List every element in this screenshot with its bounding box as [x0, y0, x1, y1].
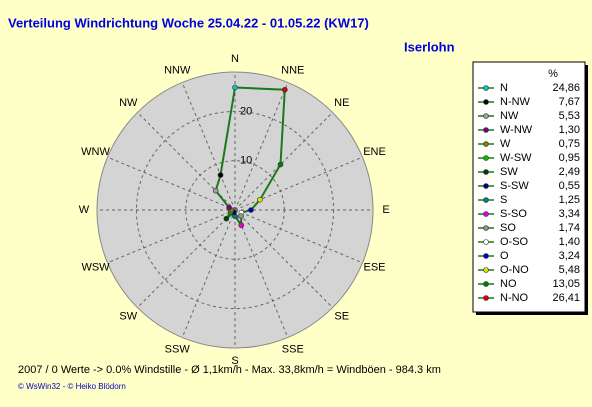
- legend-marker: [483, 85, 489, 91]
- point: [238, 213, 244, 219]
- point: [257, 196, 263, 203]
- legend-label: W-NW: [500, 124, 533, 136]
- axis-label: S: [231, 355, 238, 367]
- legend-label: W-SW: [500, 152, 532, 164]
- chart-subtitle: Iserlohn: [404, 39, 455, 54]
- point: [217, 172, 224, 178]
- chart-title: Verteilung Windrichtung Woche 25.04.22 -…: [8, 15, 369, 30]
- point: [226, 204, 232, 211]
- legend-label: O: [500, 250, 509, 262]
- point: [212, 187, 219, 194]
- axis-label: SSW: [165, 343, 191, 355]
- legend-value: 1,30: [559, 124, 580, 136]
- legend-value: 5,48: [559, 264, 580, 276]
- legend-value: 3,34: [559, 208, 580, 220]
- legend-value: 2,49: [559, 166, 580, 178]
- legend-label: NO: [500, 278, 517, 290]
- legend-label: NW: [500, 110, 519, 122]
- legend-marker: [483, 155, 489, 161]
- point: [277, 161, 284, 168]
- legend-value: 26,41: [552, 292, 580, 304]
- tick-label: 10: [240, 155, 252, 167]
- axis-label: SW: [119, 311, 137, 323]
- legend-marker: [483, 99, 489, 105]
- axis-label: E: [382, 204, 389, 216]
- spoke: [181, 209, 236, 338]
- credit: © WsWin32 - © Heiko Blödorn: [18, 382, 126, 391]
- legend-value: 0,75: [559, 138, 580, 150]
- legend-label: S: [500, 194, 507, 206]
- spoke: [234, 82, 289, 211]
- axis-label: W: [79, 204, 90, 216]
- spoke: [137, 112, 236, 211]
- axis-label: NE: [334, 97, 349, 109]
- spoke: [234, 209, 333, 308]
- legend-marker: [483, 141, 489, 147]
- point: [282, 86, 288, 93]
- legend-label: N-NO: [500, 292, 529, 304]
- legend-value: 0,55: [559, 180, 580, 192]
- legend-marker: [483, 281, 489, 287]
- legend-value: 1,74: [559, 222, 580, 234]
- axis-label: NNE: [281, 64, 304, 76]
- legend-label: SW: [500, 166, 518, 178]
- legend-marker: [483, 183, 489, 189]
- point: [238, 222, 245, 229]
- axis-label: WSW: [81, 262, 110, 274]
- axis-label: ESE: [363, 262, 385, 274]
- legend-label: N: [500, 82, 508, 94]
- axis-label: NW: [119, 97, 138, 109]
- legend-marker: [483, 239, 489, 245]
- axis-label: WNW: [81, 146, 110, 158]
- legend-marker: [483, 225, 489, 231]
- legend-label: O-SO: [500, 236, 529, 248]
- tick-label: 20: [240, 105, 252, 117]
- legend-shadow: [476, 312, 588, 315]
- spoke: [234, 209, 363, 264]
- axis-label: SE: [334, 311, 349, 323]
- axis-label: ENE: [363, 146, 386, 158]
- axis-label: SSE: [282, 343, 304, 355]
- legend-value: 3,24: [559, 250, 580, 262]
- legend-value: 13,05: [552, 278, 580, 290]
- legend-value: 1,25: [559, 194, 580, 206]
- grid-ring: [135, 110, 335, 310]
- legend-value: 5,53: [559, 110, 580, 122]
- spoke: [137, 209, 236, 308]
- legend-marker: [483, 169, 489, 175]
- spoke: [107, 156, 236, 211]
- grid-ring: [185, 160, 285, 260]
- legend-marker: [483, 211, 489, 217]
- legend-value: 1,40: [559, 236, 580, 248]
- axis-label: N: [231, 53, 239, 65]
- legend-label: O-NO: [500, 264, 529, 276]
- legend-marker: [483, 267, 489, 273]
- legend-header: %: [548, 68, 558, 80]
- point: [232, 84, 238, 91]
- spoke: [181, 82, 236, 211]
- spoke: [234, 112, 333, 211]
- point: [248, 207, 254, 213]
- legend-marker: [483, 295, 489, 301]
- legend-marker: [483, 253, 489, 259]
- legend-label: W: [500, 138, 511, 150]
- legend-label: S-SO: [500, 208, 527, 220]
- legend-label: SO: [500, 222, 516, 234]
- legend-marker: [483, 113, 489, 119]
- spoke: [234, 209, 289, 338]
- point: [223, 215, 230, 222]
- legend-value: 7,67: [559, 96, 580, 108]
- spoke: [107, 209, 236, 264]
- legend-label: N-NW: [500, 96, 531, 108]
- axis-label: NNW: [164, 64, 191, 76]
- legend-marker: [483, 197, 489, 203]
- legend-marker: [483, 127, 489, 133]
- legend-value: 0,95: [559, 152, 580, 164]
- legend-shadow: [585, 65, 588, 315]
- spoke: [234, 156, 363, 211]
- legend-label: S-SW: [500, 180, 529, 192]
- legend-value: 24,86: [552, 82, 580, 94]
- footer: 2007 / 0 Werte -> 0.0% Windstille - Ø 1,…: [18, 364, 441, 376]
